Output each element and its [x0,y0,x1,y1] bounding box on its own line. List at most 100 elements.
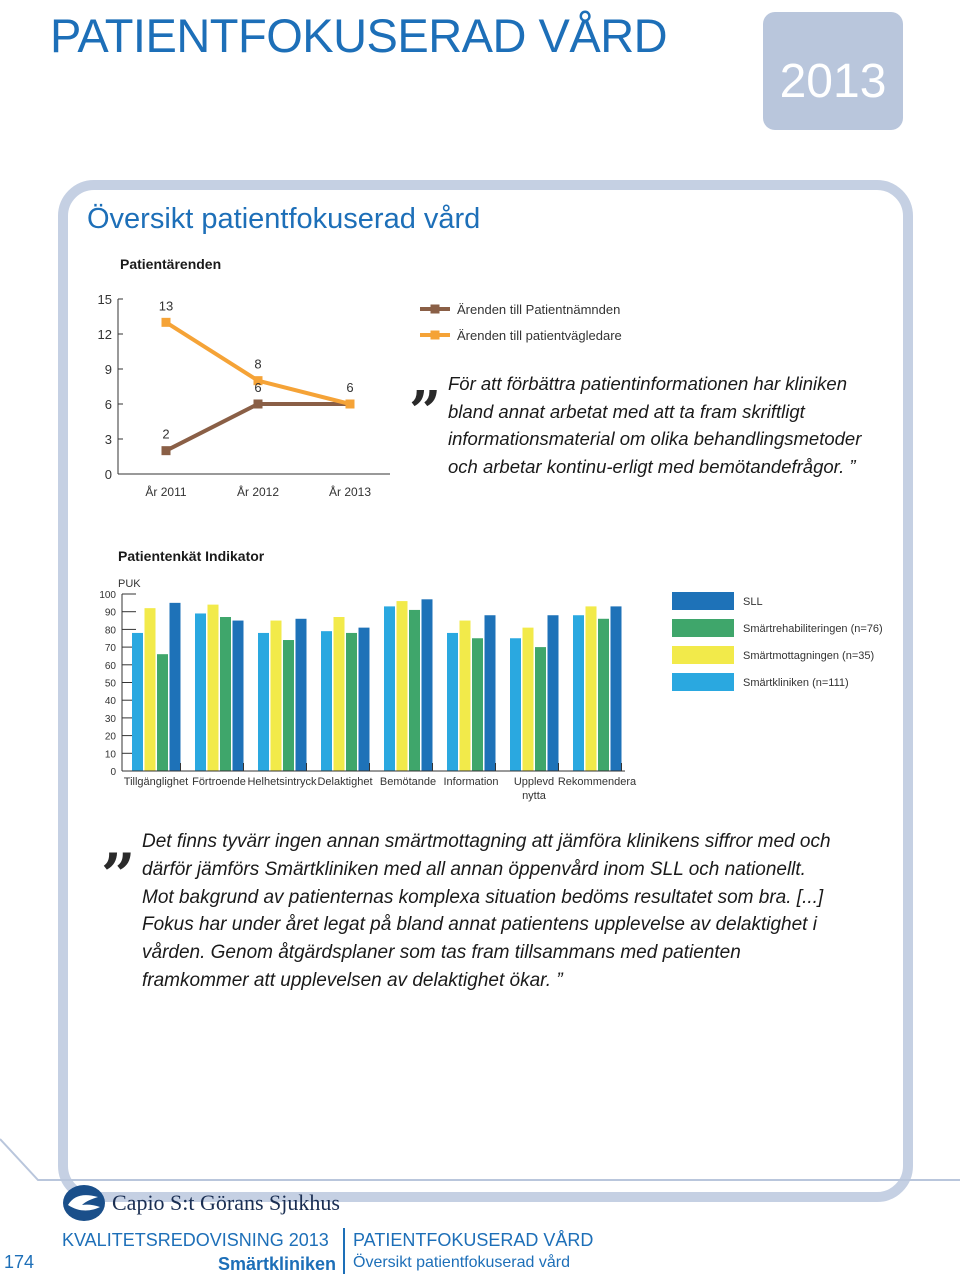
footer-divider [343,1228,345,1274]
line-legend-marker [430,304,440,314]
bar-smart_klin [195,613,206,771]
footer-section: PATIENTFOKUSERAD VÅRD [353,1230,594,1250]
bar-sll [547,615,559,771]
bar-smart_mott [270,620,282,771]
bar-smart_mott [459,620,471,771]
bar-rehab [220,617,231,771]
bar-chart-y-tick-label: 20 [105,732,117,743]
page-title: PATIENTFOKUSERAD VÅRD [50,9,668,62]
line-data-label: 2 [162,427,169,442]
bar-chart: PUK 0 10 20 30 40 50 60 70 80 90 100 Tillgänglighet F… [99,578,882,802]
bar-category-label: nytta [522,790,547,802]
bar-chart-y-tick-label: 10 [105,749,117,760]
bar-chart-y-title: PUK [118,578,141,590]
year-badge: 2013 [763,12,903,130]
bar-legend-label: SLL [743,596,763,608]
line-data-label: 8 [254,357,261,372]
bar-smart_klin [321,631,332,771]
bar-chart-y-tick-label: 40 [105,696,117,707]
bar-legend-label: Smärtkliniken (n=111) [743,677,849,689]
year-text: 2013 [779,55,887,108]
line-point-series-1 [253,399,263,409]
bar-category-label: Delaktighet [317,776,372,788]
bar-rehab [535,647,546,771]
bar-legend-swatch [672,673,734,691]
logo-text-label: Capio S:t Görans Sjukhus [112,1190,340,1215]
bar-category-label: Tillgänglighet [124,776,188,788]
bar-smart_mott [585,606,597,771]
bar-legend-swatch [672,619,734,637]
bar-category-label: Rekommendera [558,776,637,788]
line-point-series-2 [345,399,355,409]
quote1-close-mark: ” [849,455,856,477]
bar-smart_klin [573,615,584,771]
bar-rehab [598,618,609,771]
section-title: Översikt patientfokuserad vård [87,203,481,235]
bar-chart-y-tick-label: 100 [99,590,116,601]
bar-smart_klin [510,638,521,771]
bar-sll [169,602,181,771]
line-data-label: 13 [159,298,173,313]
line-chart-x-label: År 2011 [145,484,186,499]
bar-smart_mott [207,604,219,771]
bar-category-label: Förtroende [192,776,246,788]
bar-sll [358,627,370,771]
bar-chart-y-tick-label: 70 [105,643,117,654]
line-chart-y-tick-label: 3 [105,432,112,447]
bar-rehab [409,609,420,771]
bar-smart_klin [447,632,458,771]
bar-legend-swatch [672,646,734,664]
bar-sll [421,599,433,771]
line-data-label: 6 [346,380,353,395]
bar-chart-y-tick-label: 90 [105,608,117,619]
quote2-open-mark: „ [102,807,137,877]
line-series-1 [165,402,350,453]
footer-decorative-rule [0,1138,960,1181]
bar-smart_mott [396,601,408,771]
bar-chart-y-tick-label: 30 [105,714,117,725]
quote2-body: Det finns tyvärr ingen annan smärtmottag… [142,831,831,991]
bar-legend-label: Smärtmottagningen (n=35) [743,650,874,662]
bar-rehab [157,654,168,771]
logo-text: Capio S:t Görans Sjukhus [112,1190,340,1216]
footer-report-title: KVALITETSREDOVISNING 2013 [62,1230,329,1250]
footer-subsection: Översikt patientfokuserad vård [353,1254,570,1271]
bar-chart-title: Patientenkät Indikator [118,548,265,564]
line-point-series-1 [161,446,171,456]
line-chart: 0 3 6 9 12 15 År 2011 År 2012 År 2013 13 8 6 6 2 Ärend… [98,292,622,499]
bar-rehab [346,632,357,771]
quote2-text: Det finns tyvärr ingen annan smärtmottag… [142,828,832,995]
bar-rehab [283,640,294,771]
bar-sll [232,620,244,771]
bar-chart-y-tick-label: 80 [105,625,117,636]
bar-sll [295,618,307,771]
bar-chart-y-tick-label: 50 [105,679,117,690]
line-point-series-2 [161,317,171,327]
quote2-close-mark: ” [556,969,563,991]
bar-smart_klin [132,632,143,771]
bar-category-label: Information [443,776,498,788]
content-panel-frame [58,180,913,1202]
quote1-open-mark: „ [410,347,443,413]
line-chart-y-tick-label: 15 [98,292,112,307]
bar-category-label: Helhetsintryck [247,776,317,788]
line-chart-x-label: År 2012 [237,484,279,499]
bar-rehab [472,638,483,771]
bar-smart_mott [333,617,345,771]
bar-category-label: Upplevd [514,776,554,788]
bar-smart_mott [522,627,534,771]
footer-clinic: Smärtkliniken [218,1254,337,1274]
line-data-label: 6 [254,380,261,395]
bar-category-label: Bemötande [380,776,436,788]
line-chart-y-tick-label: 12 [98,327,112,342]
line-chart-y-tick-label: 9 [105,362,112,377]
line-point-series-2 [253,376,263,386]
quote1-body: För att förbättra patientinformationen h… [448,373,862,477]
line-chart-y-tick-label: 6 [105,397,112,412]
bar-sll [610,606,622,771]
line-chart-x-label: År 2013 [329,484,371,499]
bar-legend-swatch [672,592,734,610]
bar-sll [484,615,496,771]
bar-smart_mott [144,608,156,771]
line-legend-label: Ärenden till Patientnämnden [457,302,620,317]
